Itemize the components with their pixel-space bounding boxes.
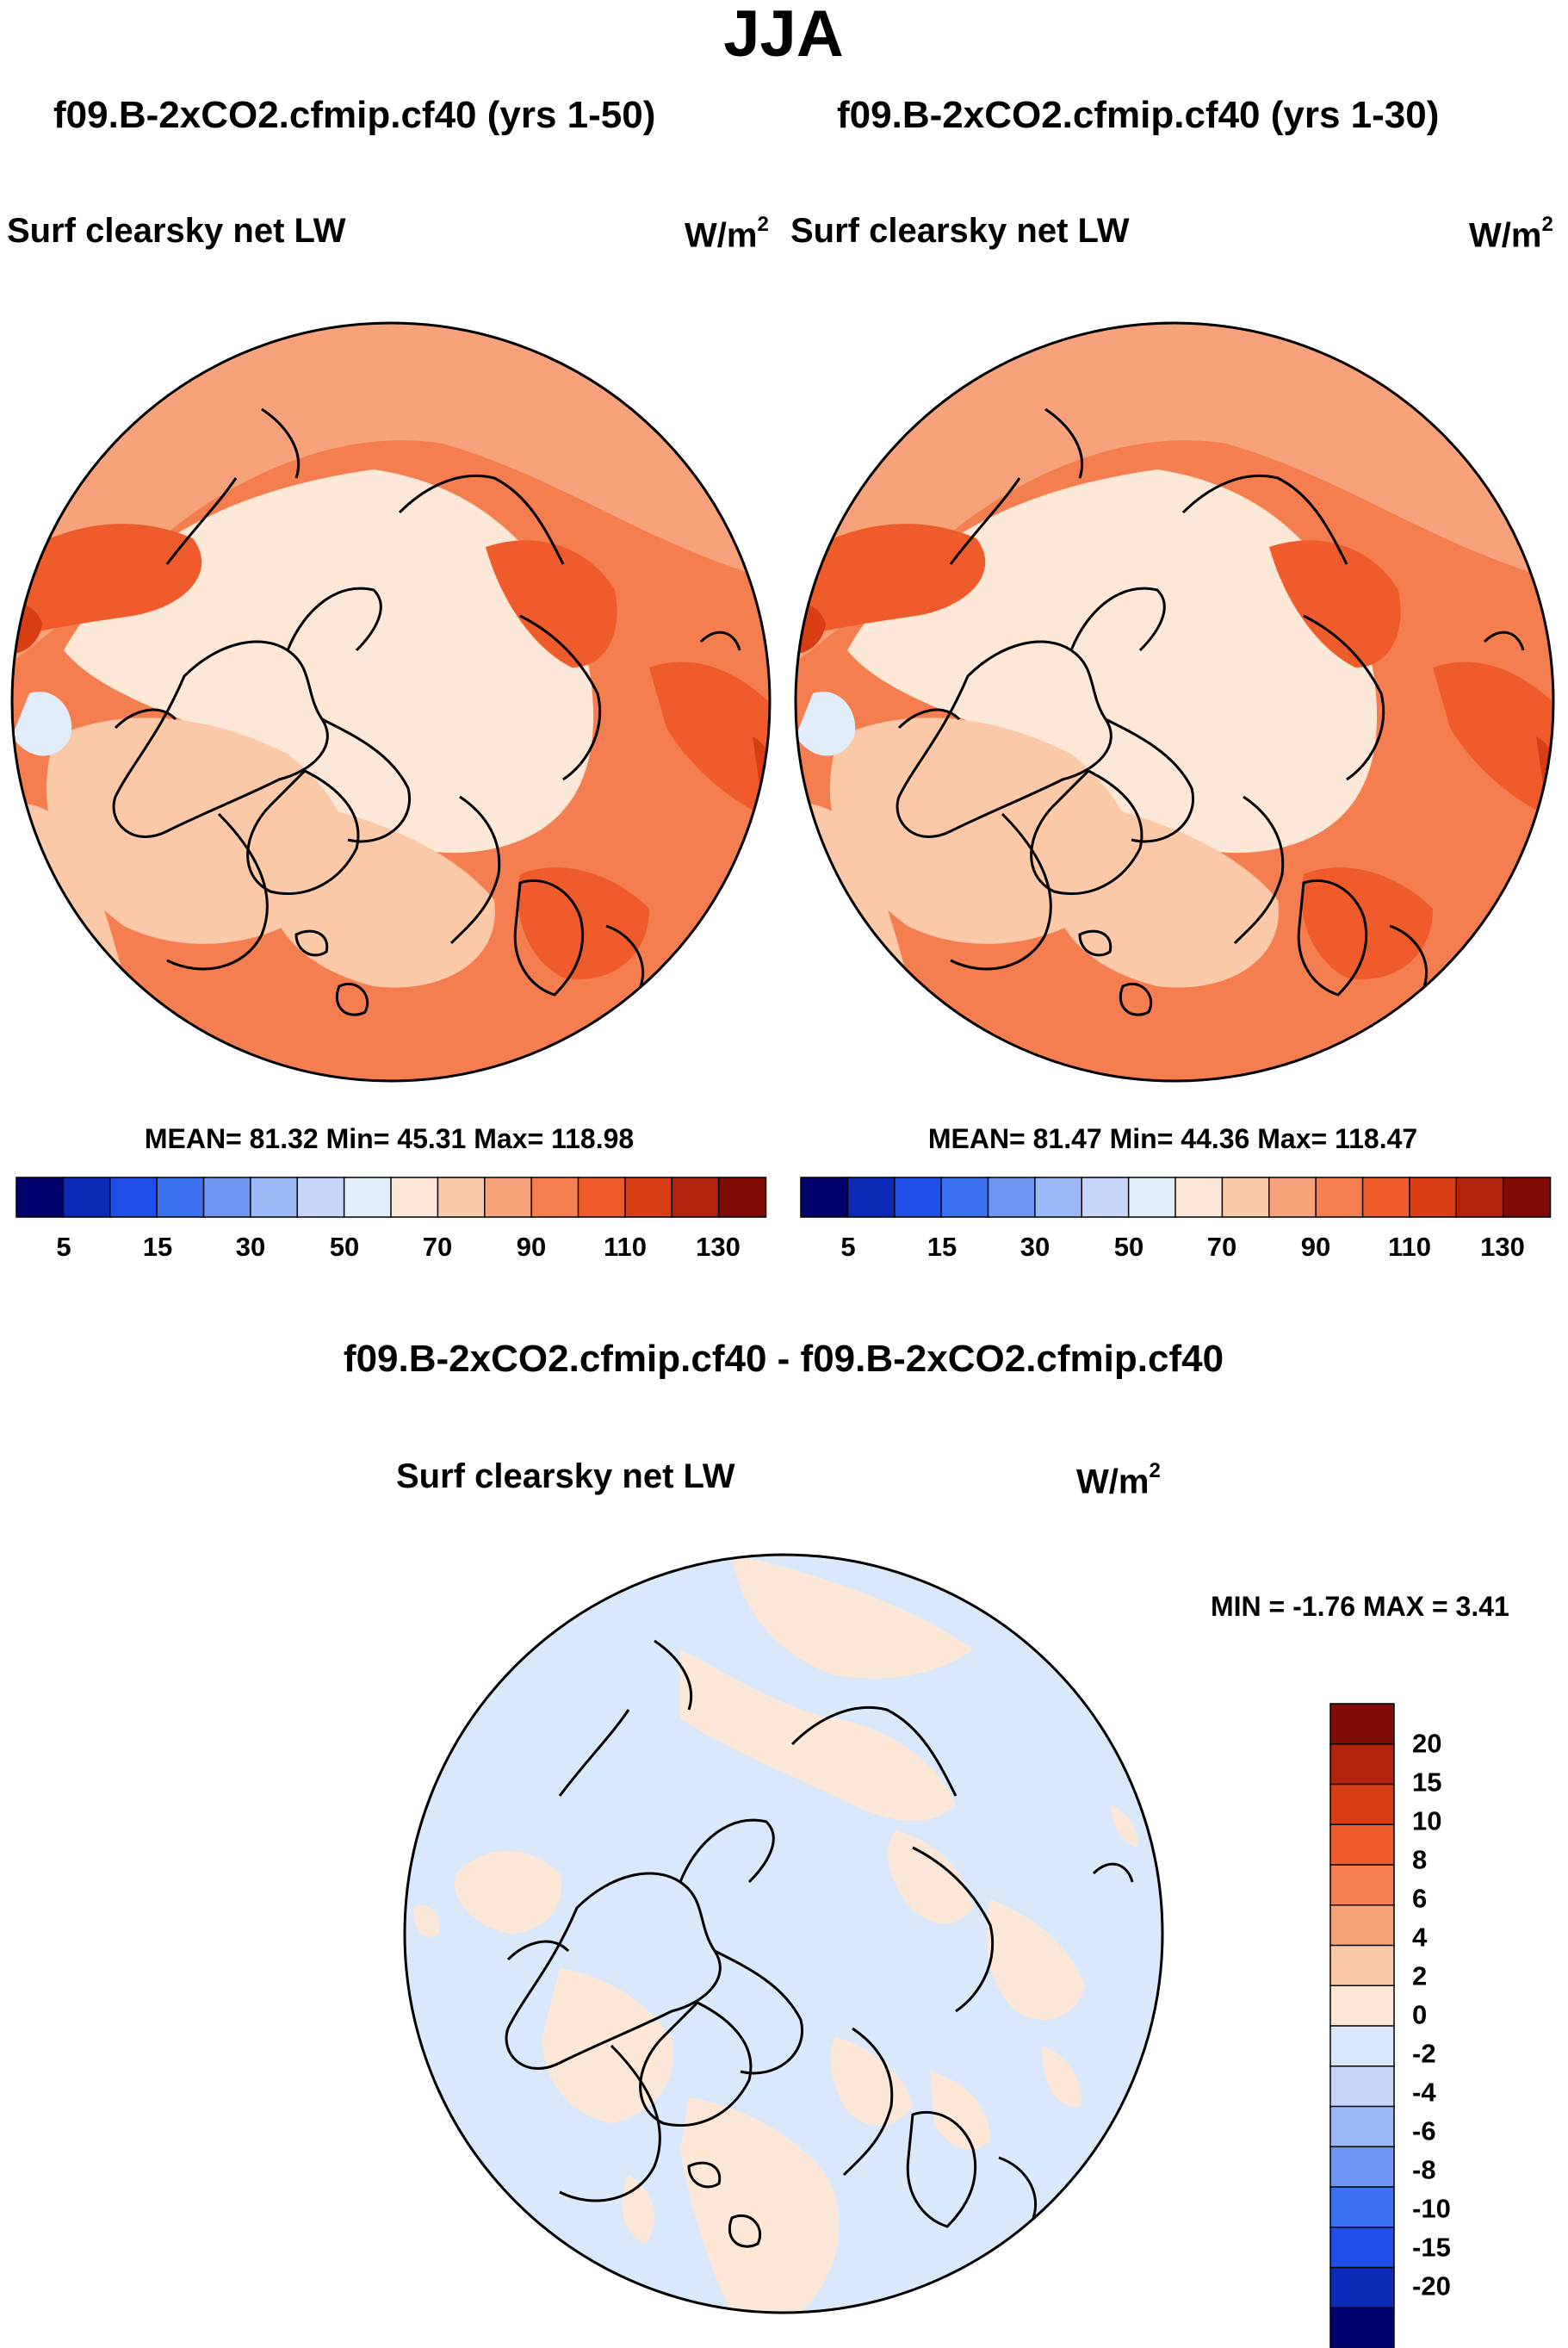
colorbar-panel-1-swatch [15, 1177, 65, 1218]
cbar2-tick: 50 [1113, 1232, 1144, 1262]
colorbar-panel-2-swatch [987, 1177, 1037, 1218]
cbarV-tick: 8 [1412, 1844, 1428, 1875]
colorbar-panel-2-swatch [1221, 1177, 1271, 1218]
cbar1-tick: 110 [603, 1232, 648, 1262]
colorbar-panel-2-swatch [940, 1177, 989, 1218]
colorbar-difference [1329, 1703, 1395, 2348]
cbarV-tick: -15 [1412, 2232, 1451, 2263]
cbarV-tick: 4 [1412, 1922, 1428, 1953]
colorbar-panel-1-swatch [296, 1177, 345, 1218]
colorbar-panel-2-swatch [1409, 1177, 1458, 1218]
cbar2-tick: 130 [1480, 1232, 1525, 1262]
colorbar-difference-swatch [1329, 2186, 1395, 2228]
colorbar-difference-swatch [1329, 2146, 1395, 2189]
map-difference [403, 1553, 1164, 2314]
colorbar-panel-1-swatch [577, 1177, 627, 1218]
colorbar-panel-2-swatch [1081, 1177, 1130, 1218]
colorbar-panel-1-swatch [530, 1177, 579, 1218]
panel2-stats: MEAN= 81.47 Min= 44.36 Max= 118.47 [927, 1123, 1418, 1154]
colorbar-difference-swatch [1329, 1904, 1395, 1947]
cbar1-tick: 90 [516, 1232, 547, 1262]
colorbar-panel-1-swatch [717, 1177, 767, 1218]
panel1-stats: MEAN= 81.32 Min= 45.31 Max= 118.98 [144, 1123, 635, 1154]
cbarV-tick: -20 [1412, 2270, 1451, 2301]
cbar1-tick: 130 [696, 1232, 741, 1262]
difference-variable-label: Surf clearsky net LW [396, 1457, 735, 1495]
panel1-case-title: f09.B-2xCO2.cfmip.cf40 (yrs 1-50) [53, 94, 656, 136]
cbar2-tick: 5 [840, 1232, 856, 1262]
colorbar-panel-2-swatch [1268, 1177, 1317, 1218]
panel2-variable-label: Surf clearsky net LW [790, 212, 1130, 250]
cbarV-tick: 10 [1412, 1805, 1442, 1836]
panel1-units-label: W/m2 [685, 213, 769, 255]
cbarV-tick: -10 [1412, 2193, 1451, 2224]
colorbar-panel-1-swatch [390, 1177, 439, 1218]
colorbar-difference-swatch [1329, 2266, 1395, 2309]
colorbar-panel-1-swatch [484, 1177, 533, 1218]
colorbar-difference-swatch [1329, 1783, 1395, 1826]
cbarV-tick: -2 [1412, 2038, 1436, 2069]
colorbar-panel-2-swatch [1034, 1177, 1083, 1218]
cbarV-tick: 20 [1412, 1728, 1442, 1759]
colorbar-panel-2 [800, 1177, 1552, 1218]
colorbar-panel-2-swatch [1455, 1177, 1504, 1218]
map-panel-2 [794, 321, 1555, 1083]
difference-minmax: MIN = -1.76 MAX = 3.41 [1211, 1591, 1509, 1622]
cbar1-tick: 5 [56, 1232, 71, 1262]
colorbar-difference-swatch [1329, 2065, 1395, 2108]
cbarV-tick: 2 [1412, 1960, 1428, 1991]
cbarV-tick: 0 [1412, 1999, 1428, 2030]
colorbar-difference-swatch [1329, 1985, 1395, 2028]
colorbar-difference-swatch [1329, 2025, 1395, 2067]
colorbar-panel-1-swatch [343, 1177, 393, 1218]
colorbar-panel-2-swatch [1361, 1177, 1411, 1218]
colorbar-panel-1-swatch [437, 1177, 487, 1218]
cbar1-tick: 15 [142, 1232, 173, 1262]
colorbar-difference-swatch [1329, 2105, 1395, 2148]
colorbar-difference-swatch [1329, 2307, 1395, 2348]
colorbar-panel-2-swatch [800, 1177, 849, 1218]
colorbar-panel-2-swatch [1502, 1177, 1552, 1218]
colorbar-panel-2-swatch [1315, 1177, 1364, 1218]
cbar1-tick: 50 [329, 1232, 360, 1262]
colorbar-difference-swatch [1329, 1823, 1395, 1867]
colorbar-difference-swatch [1329, 2227, 1395, 2269]
colorbar-panel-2-swatch [894, 1177, 943, 1218]
colorbar-panel-1-swatch [156, 1177, 205, 1218]
colorbar-panel-2-swatch [846, 1177, 896, 1218]
difference-title: f09.B-2xCO2.cfmip.cf40 - f09.B-2xCO2.cfm… [343, 1338, 1224, 1380]
map-panel-1 [10, 321, 772, 1083]
colorbar-difference-swatch [1329, 1864, 1395, 1906]
cbar1-tick: 70 [422, 1232, 453, 1262]
panel1-variable-label: Surf clearsky net LW [7, 212, 346, 250]
colorbar-panel-1-swatch [671, 1177, 720, 1218]
colorbar-panel-1 [15, 1177, 767, 1218]
difference-units-label: W/m2 [1076, 1459, 1161, 1501]
colorbar-panel-1-swatch [250, 1177, 299, 1218]
colorbar-panel-1-swatch [62, 1177, 112, 1218]
cbar2-tick: 90 [1300, 1232, 1331, 1262]
cbarV-tick: -6 [1412, 2115, 1436, 2146]
panel2-case-title: f09.B-2xCO2.cfmip.cf40 (yrs 1-30) [837, 94, 1440, 136]
cbar2-tick: 70 [1206, 1232, 1237, 1262]
colorbar-panel-1-swatch [109, 1177, 158, 1218]
cbar2-tick: 110 [1387, 1232, 1432, 1262]
cbarV-tick: 6 [1412, 1883, 1428, 1914]
colorbar-panel-1-swatch [202, 1177, 252, 1218]
colorbar-difference-swatch [1329, 1703, 1395, 1745]
cbarV-tick: -4 [1412, 2077, 1436, 2108]
panel2-units-label: W/m2 [1469, 213, 1553, 255]
cbar2-tick: 30 [1020, 1232, 1050, 1262]
cbarV-tick: -8 [1412, 2154, 1436, 2185]
colorbar-panel-2-swatch [1174, 1177, 1224, 1218]
colorbar-difference-swatch [1329, 1944, 1395, 1987]
cbar2-tick: 15 [927, 1232, 958, 1262]
colorbar-panel-2-swatch [1127, 1177, 1177, 1218]
colorbar-difference-swatch [1329, 1743, 1395, 1786]
cbar1-tick: 30 [235, 1232, 266, 1262]
page-title: JJA [723, 0, 844, 71]
colorbar-panel-1-swatch [624, 1177, 673, 1218]
cbarV-tick: 15 [1412, 1767, 1442, 1798]
